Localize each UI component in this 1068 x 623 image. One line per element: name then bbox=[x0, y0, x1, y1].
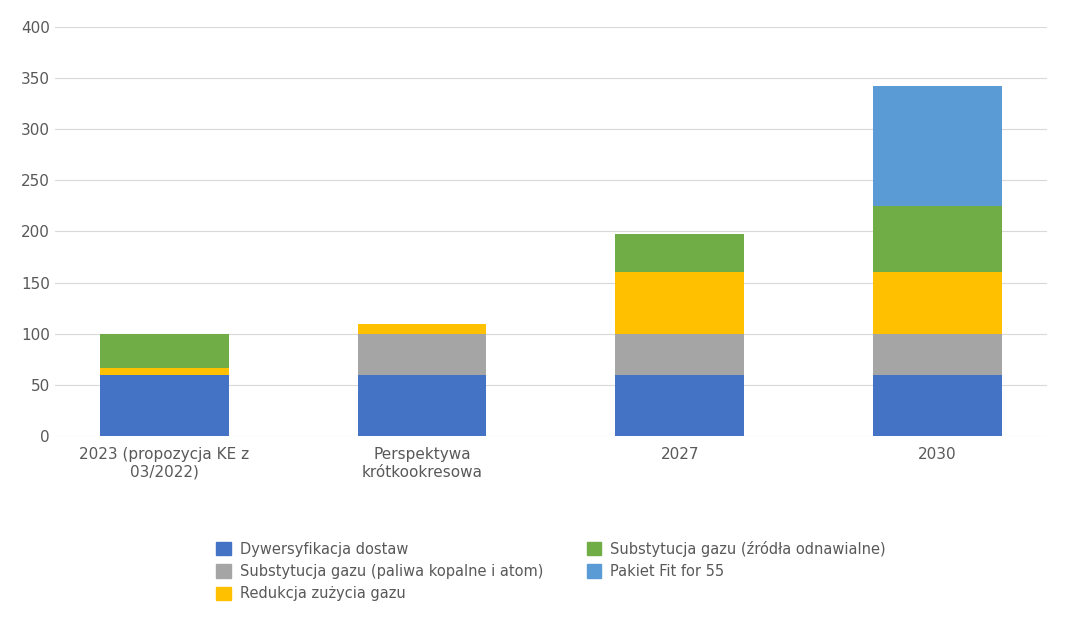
Bar bbox=[615, 272, 744, 334]
Bar bbox=[874, 334, 1002, 374]
Bar bbox=[99, 368, 229, 374]
Bar bbox=[358, 334, 487, 374]
Legend: Dywersyfikacja dostaw, Substytucja gazu (paliwa kopalne i atom), Redukcja zużyci: Dywersyfikacja dostaw, Substytucja gazu … bbox=[209, 533, 893, 609]
Bar bbox=[99, 374, 229, 436]
Bar bbox=[615, 234, 744, 272]
Bar bbox=[358, 323, 487, 334]
Bar bbox=[874, 374, 1002, 436]
Bar bbox=[615, 374, 744, 436]
Bar bbox=[874, 86, 1002, 206]
Bar bbox=[874, 206, 1002, 272]
Bar bbox=[358, 374, 487, 436]
Bar bbox=[99, 334, 229, 368]
Bar bbox=[874, 272, 1002, 334]
Bar bbox=[615, 334, 744, 374]
